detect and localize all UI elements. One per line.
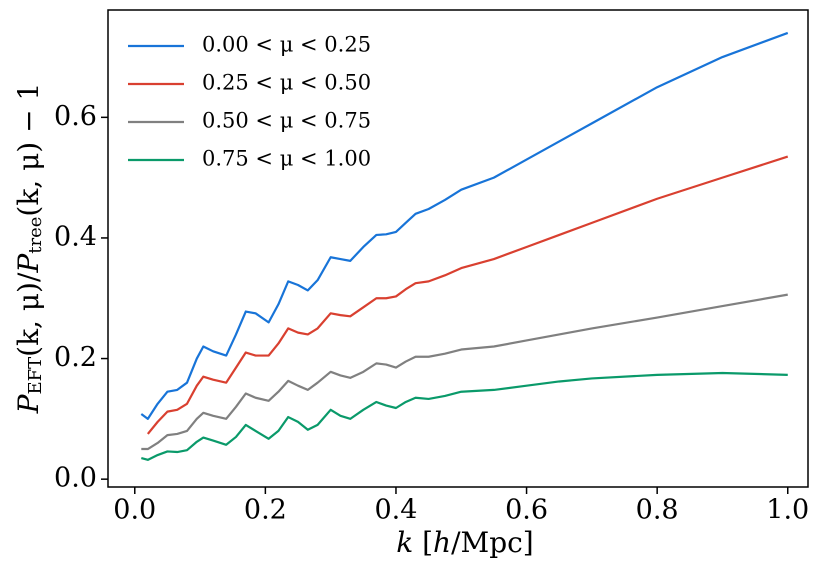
x-label-part: [	[413, 526, 433, 559]
legend-label: 0.75 < μ < 1.00	[202, 147, 371, 171]
x-tick-label: 0.4	[374, 495, 417, 526]
legend-label: 0.25 < μ < 0.50	[202, 71, 371, 95]
y-tick-label: 0.4	[54, 221, 97, 252]
x-label-part: k	[396, 526, 413, 559]
legend-label: 0.00 < μ < 0.25	[202, 33, 371, 57]
y-label-part: P	[12, 253, 45, 274]
y-label-part: (k, μ)/	[12, 272, 45, 357]
x-tick-label: 0.2	[244, 495, 287, 526]
series-line	[141, 293, 788, 451]
y-label-part: (k, μ) − 1	[12, 83, 45, 217]
x-tick-label: 0.0	[113, 495, 156, 526]
series-line	[146, 155, 789, 435]
y-tick-label: 0.0	[54, 463, 97, 494]
x-tick-label: 0.6	[505, 495, 548, 526]
legend-label: 0.50 < μ < 0.75	[202, 109, 371, 133]
x-label-part: h	[433, 526, 451, 559]
x-tick-label: 0.8	[636, 495, 679, 526]
series-line	[140, 31, 789, 420]
y-axis-label: PEFT(k, μ)/Ptree(k, μ) − 1	[12, 83, 47, 415]
series-line	[141, 371, 788, 461]
y-tick-label: 0.2	[54, 342, 97, 373]
y-tick-label: 0.6	[54, 101, 97, 132]
y-label-part: P	[12, 393, 45, 414]
x-axis-label: k [h/Mpc]	[396, 526, 533, 559]
x-label-part: /Mpc]	[451, 526, 534, 559]
y-label-part: tree	[25, 217, 46, 254]
y-label-part: EFT	[25, 357, 46, 395]
plot-frame	[107, 9, 809, 488]
x-tick-label: 1.0	[766, 495, 809, 526]
